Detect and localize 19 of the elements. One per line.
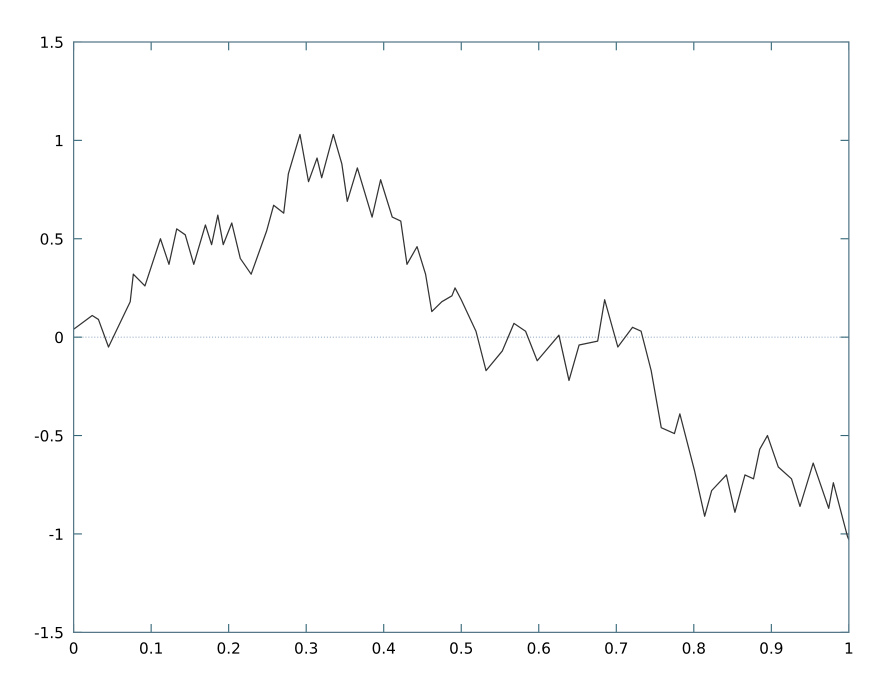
x-tick-label: 0.4	[372, 642, 396, 654]
y-tick-label: -1	[49, 528, 62, 540]
x-tick-label: 0	[70, 642, 78, 654]
x-tick-label: 0.5	[450, 642, 472, 654]
x-tick-label: 0.9	[760, 642, 782, 654]
x-tick-label: 0.7	[605, 642, 628, 654]
y-tick-label: 0	[55, 332, 63, 344]
x-tick-label: 0.2	[218, 642, 240, 654]
y-tick-label: 1	[56, 135, 62, 146]
y-tick-label: 1.5	[41, 36, 63, 48]
x-tick-label: 1	[846, 642, 852, 654]
y-tick-label: -0.5	[34, 430, 63, 442]
x-tick-label: 0.8	[682, 642, 705, 654]
y-tick-label: -1.5	[34, 626, 63, 638]
x-tick-label: 0.6	[528, 642, 550, 654]
x-tick-label: 0.3	[295, 642, 318, 654]
y-tick-label: 0.5	[40, 233, 63, 245]
line-series	[74, 134, 849, 540]
x-tick-label: 0.1	[140, 642, 162, 654]
